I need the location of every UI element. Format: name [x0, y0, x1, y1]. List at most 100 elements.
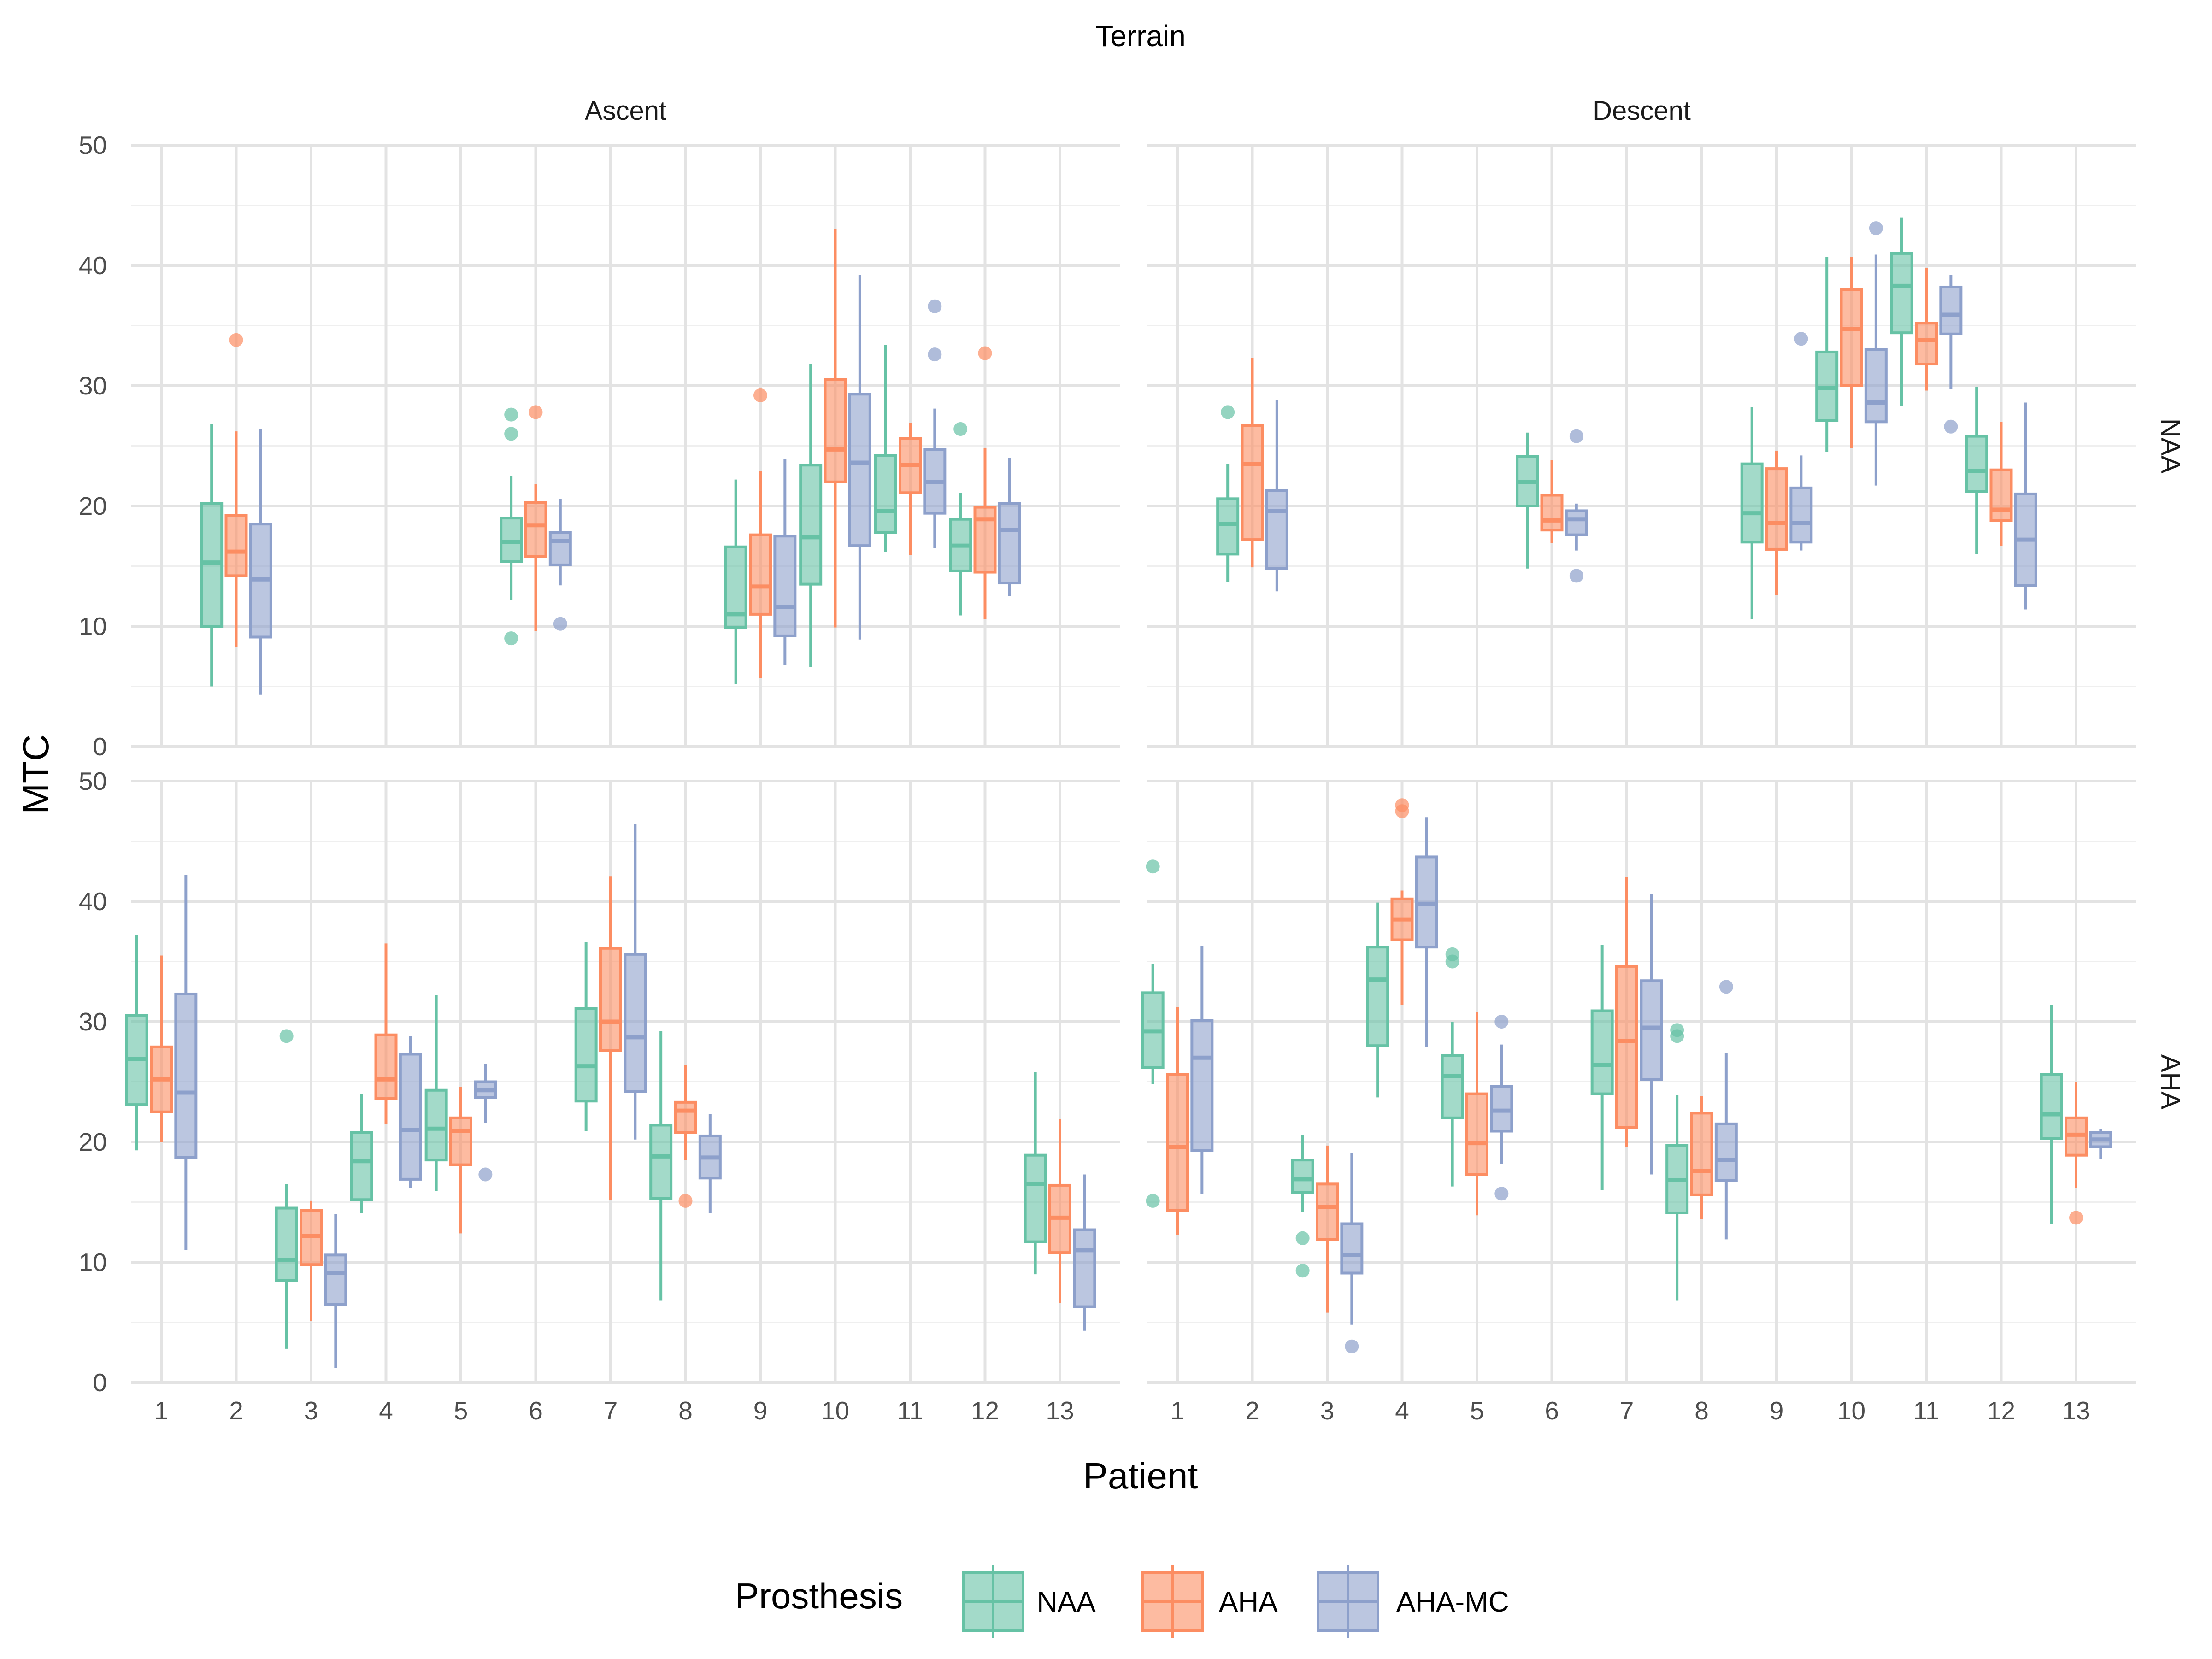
x-tick-label: 5: [454, 1396, 468, 1425]
x-tick-label: 6: [529, 1396, 543, 1425]
outlier-point: [1345, 1339, 1359, 1353]
box: [424, 1088, 448, 1162]
x-axis-title: Patient: [1083, 1455, 1198, 1496]
y-tick-label: 50: [79, 767, 107, 795]
outlier-point: [953, 422, 968, 436]
box-patient-9-aha: [1765, 450, 1788, 595]
box: [1366, 946, 1389, 1047]
box-patient-1-aha-mc: [174, 875, 198, 1250]
outlier-point: [928, 299, 942, 313]
x-tick-label: 13: [2062, 1396, 2090, 1425]
outlier-point: [1569, 569, 1583, 583]
box-patient-4-aha: [1390, 798, 1414, 1005]
box: [1890, 252, 1913, 335]
legend: Prosthesis NAA AHA AHA-MC: [735, 1565, 1509, 1638]
box-patient-12-aha-mc: [998, 458, 1021, 596]
chart-title: Terrain: [1095, 19, 1186, 53]
box-patient-12-naa: [1965, 387, 1988, 554]
x-tick-label: 6: [1545, 1396, 1559, 1425]
legend-key-aha: [1141, 1565, 1204, 1638]
box: [1216, 497, 1240, 556]
outlier-point: [1719, 980, 1733, 994]
x-tick-label: 1: [154, 1396, 169, 1425]
box-patient-5-aha-mc: [474, 1064, 497, 1182]
box-patient-13-aha: [2065, 1082, 2088, 1225]
y-tick-label: 40: [79, 887, 107, 916]
outlier-point: [1869, 221, 1883, 235]
legend-title: Prosthesis: [735, 1576, 903, 1616]
outlier-point: [1445, 947, 1459, 961]
box: [200, 502, 224, 628]
box-patient-5-aha: [449, 1086, 472, 1234]
x-tick-label: 7: [604, 1396, 618, 1425]
box: [1316, 1182, 1339, 1241]
box-patient-7-naa: [1590, 944, 1614, 1190]
box: [1166, 1073, 1189, 1212]
box-patient-8-aha-mc: [698, 1114, 722, 1213]
box-patient-9-aha: [749, 388, 772, 678]
outlier-point: [1569, 429, 1583, 443]
legend-label-aha: AHA: [1219, 1586, 1278, 1618]
box-patient-5-naa: [424, 995, 448, 1192]
box-patient-8-naa: [1665, 1023, 1689, 1301]
box: [1590, 1009, 1614, 1095]
outlier-point: [504, 427, 518, 441]
box: [1465, 1092, 1488, 1176]
x-tick-label: 12: [1987, 1396, 2015, 1425]
box-patient-8-aha: [674, 1065, 697, 1208]
box: [399, 1053, 422, 1181]
box-patient-3-naa: [275, 1029, 298, 1349]
outlier-point: [1794, 332, 1808, 346]
box-patient-7-naa: [574, 942, 598, 1131]
box-patient-4-aha: [374, 943, 398, 1124]
outlier-point: [678, 1194, 693, 1208]
y-tick-label: 10: [79, 1248, 107, 1277]
box: [848, 393, 871, 547]
box: [1939, 285, 1963, 335]
box-patient-1-aha-mc: [1190, 946, 1214, 1194]
x-tick-label: 7: [1620, 1396, 1634, 1425]
box-patient-1-naa: [1141, 859, 1165, 1208]
box-patient-6-aha: [524, 405, 547, 631]
box: [324, 1253, 347, 1306]
box: [1714, 1122, 1738, 1182]
box-patient-13-aha: [1048, 1119, 1071, 1303]
outlier-point: [1670, 1023, 1684, 1037]
box-patient-6-naa: [1516, 432, 1539, 569]
outlier-point: [1146, 1194, 1160, 1208]
outlier-point: [928, 347, 942, 362]
x-tick-label: 2: [229, 1396, 243, 1425]
box: [524, 501, 547, 558]
outlier-point: [279, 1029, 294, 1043]
box-patient-4-aha-mc: [1415, 817, 1438, 1047]
box-patient-6-aha-mc: [1565, 429, 1588, 583]
outlier-point: [553, 617, 567, 631]
box-patient-7-aha-mc: [1640, 894, 1663, 1175]
box: [824, 378, 847, 483]
box-patient-9-aha-mc: [1789, 332, 1813, 551]
box: [649, 1124, 673, 1200]
y-tick-label: 30: [79, 1007, 107, 1036]
box-patient-4-naa: [1366, 902, 1389, 1098]
box-patient-11-aha-mc: [1939, 275, 1963, 434]
box: [548, 531, 572, 566]
box: [973, 506, 997, 574]
box: [998, 502, 1021, 585]
box-patient-3-aha-mc: [324, 1214, 347, 1368]
outlier-point: [1494, 1187, 1509, 1201]
outlier-point: [1146, 859, 1160, 874]
boxplot-marks: [125, 217, 2112, 1368]
box-patient-1-aha: [1166, 1007, 1189, 1235]
box: [1989, 468, 2013, 522]
box: [1241, 424, 1264, 541]
x-tick-label: 11: [1913, 1396, 1939, 1425]
box-patient-8-aha: [1690, 1096, 1713, 1219]
box-patient-11-naa: [874, 345, 897, 552]
box: [599, 947, 622, 1052]
outlier-point: [753, 388, 767, 402]
y-tick-label: 30: [79, 371, 107, 400]
box-patient-2-aha-mc: [249, 429, 272, 695]
x-tick-label: 9: [1770, 1396, 1784, 1425]
